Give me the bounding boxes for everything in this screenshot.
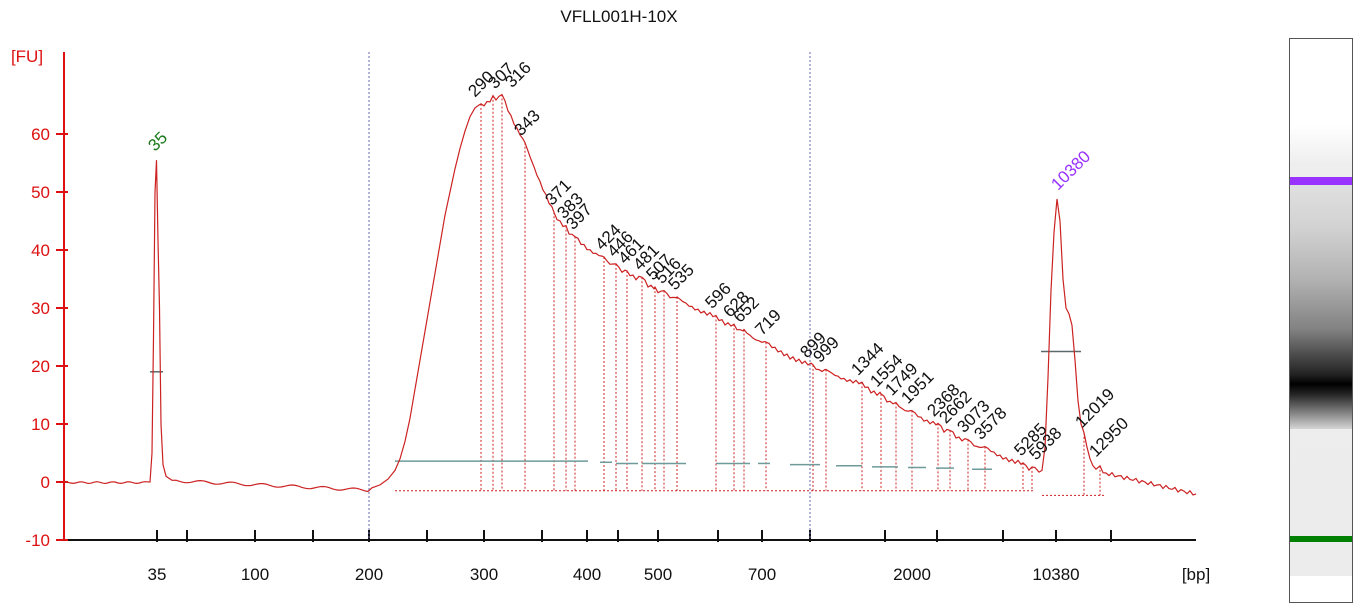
- gel-lower-marker-band: [1290, 536, 1352, 542]
- gel-smear-band: [1290, 179, 1352, 429]
- x-tick-label: 10380: [1032, 565, 1079, 584]
- y-tick-label: 20: [31, 357, 50, 376]
- x-tick-label: 300: [470, 565, 498, 584]
- y-axis-label: [FU]: [11, 47, 43, 66]
- virtual-gel-lane: [1289, 38, 1353, 603]
- y-tick-label: 60: [31, 125, 50, 144]
- y-tick-label: 30: [31, 299, 50, 318]
- x-tick-label: 100: [241, 565, 269, 584]
- x-tick-label: 35: [148, 565, 167, 584]
- y-tick-label: 0: [41, 473, 50, 492]
- electropherogram-chart: VFLL001H-10X [FU] [bp] -10 0 10 20 30 40 50 60 3…: [11, 7, 1210, 584]
- x-tick-label: 700: [748, 565, 776, 584]
- y-tick-label: 40: [31, 241, 50, 260]
- x-tick-label: 500: [644, 565, 672, 584]
- chart-title: VFLL001H-10X: [560, 7, 677, 26]
- lower-marker-label: 35: [144, 128, 171, 155]
- x-axis-label: [bp]: [1182, 565, 1210, 584]
- x-tick-label: 400: [573, 565, 601, 584]
- electropherogram-trace: [63, 93, 1197, 496]
- y-tick-label: 50: [31, 183, 50, 202]
- y-tick-label: 10: [31, 415, 50, 434]
- upper-marker-label: 10380: [1047, 147, 1094, 194]
- peak-label: 343: [510, 106, 543, 139]
- x-tick-label: 200: [355, 565, 383, 584]
- y-tick-label: -10: [25, 531, 50, 550]
- gel-upper-marker-band: [1290, 177, 1352, 185]
- x-tick-label: 2000: [893, 565, 931, 584]
